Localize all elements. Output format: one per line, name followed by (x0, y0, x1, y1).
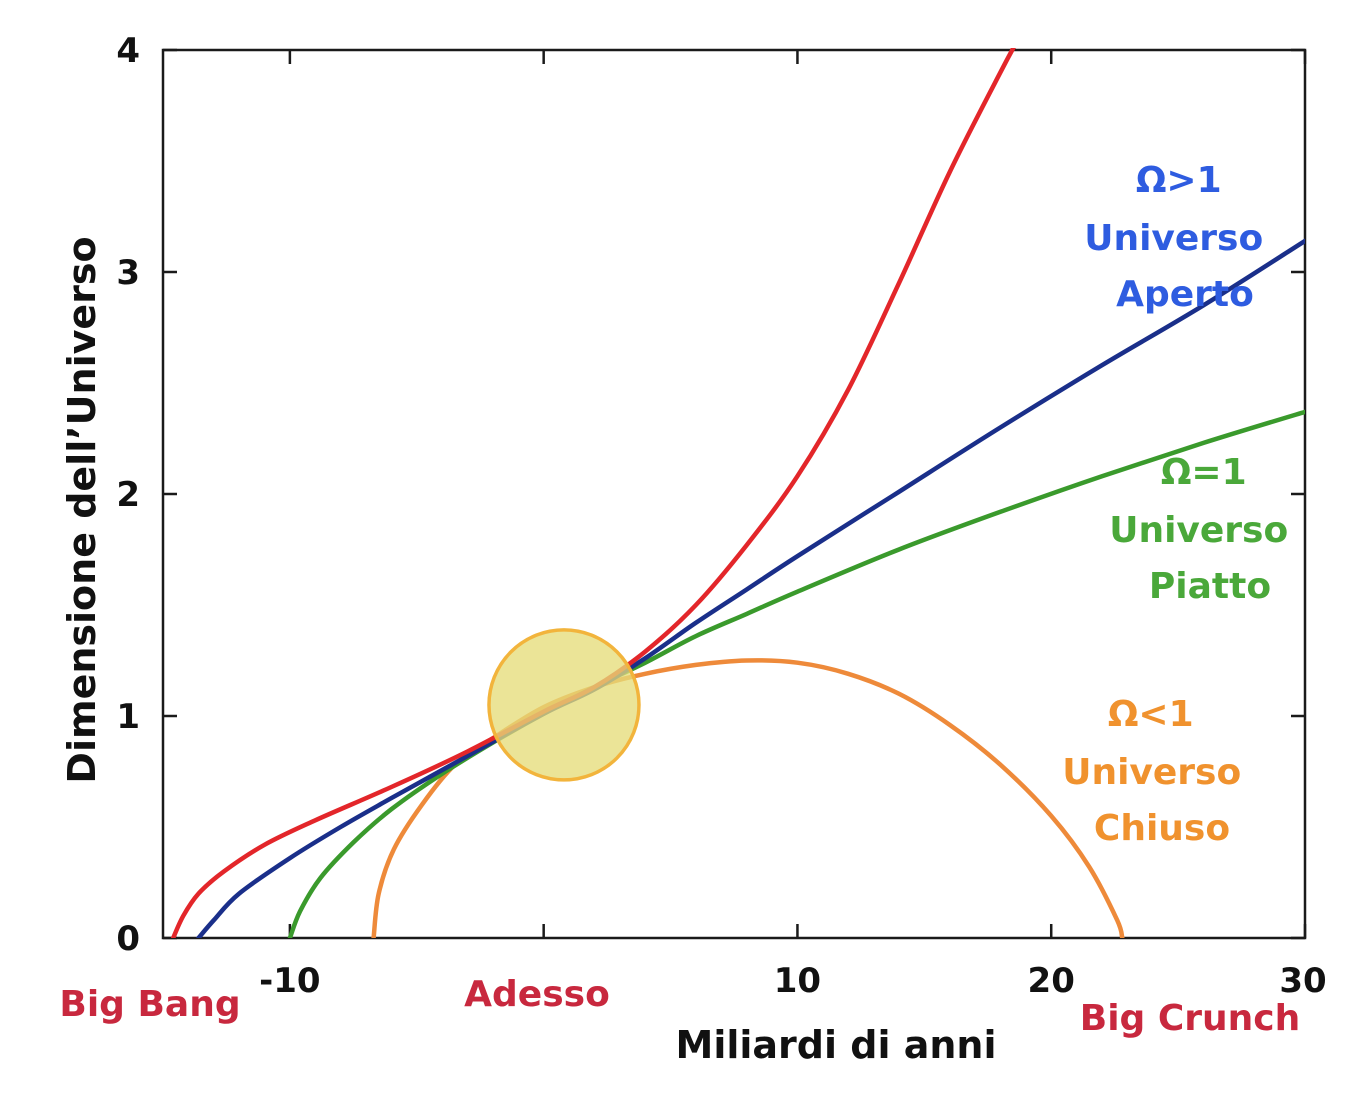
label-big-bang: Big Bang (59, 984, 240, 1025)
label-adesso: Adesso (464, 974, 610, 1015)
x-tick-label: 10 (774, 961, 821, 1001)
y-tick-label: 1 (116, 697, 140, 737)
annotation-open-line2: Aperto (1116, 274, 1254, 315)
x-tick-label: -10 (259, 961, 320, 1001)
y-tick-label: 2 (116, 475, 140, 515)
annotation-closed-line2: Chiuso (1094, 808, 1230, 849)
x-tick-label: 30 (1279, 961, 1326, 1001)
annotation-closed-omega: Ω<1 (1108, 694, 1194, 735)
annotation-open-line1: Universo (1084, 218, 1263, 259)
curve-blue (196, 238, 1305, 938)
curve-orange (371, 658, 1125, 938)
curve-green (287, 409, 1305, 938)
annotation-flat-line1: Universo (1109, 510, 1288, 551)
annotation-open-universe: Ω>1 Universo Aperto (1084, 160, 1276, 315)
annotation-flat-line2: Piatto (1149, 566, 1271, 607)
annotation-flat-omega: Ω=1 (1161, 452, 1247, 493)
y-tick-label: 3 (116, 253, 140, 293)
annotation-flat-universe: Ω=1 Universo Piatto (1109, 452, 1301, 607)
label-big-crunch: Big Crunch (1080, 998, 1300, 1039)
plot-frame (161, 48, 1307, 940)
x-axis-title: Miliardi di anni (676, 1023, 997, 1067)
annotation-closed-line1: Universo (1062, 752, 1241, 793)
curve-red (170, 48, 1016, 938)
now-marker-circle (487, 628, 641, 782)
y-axis-title: Dimensione dell’Universo (60, 236, 104, 783)
y-tick-label: 4 (116, 31, 140, 71)
x-tick-label: 20 (1028, 961, 1075, 1001)
annotation-open-omega: Ω>1 (1136, 160, 1222, 201)
annotation-closed-universe: Ω<1 Universo Chiuso (1062, 694, 1254, 849)
y-tick-label: 0 (116, 919, 140, 959)
